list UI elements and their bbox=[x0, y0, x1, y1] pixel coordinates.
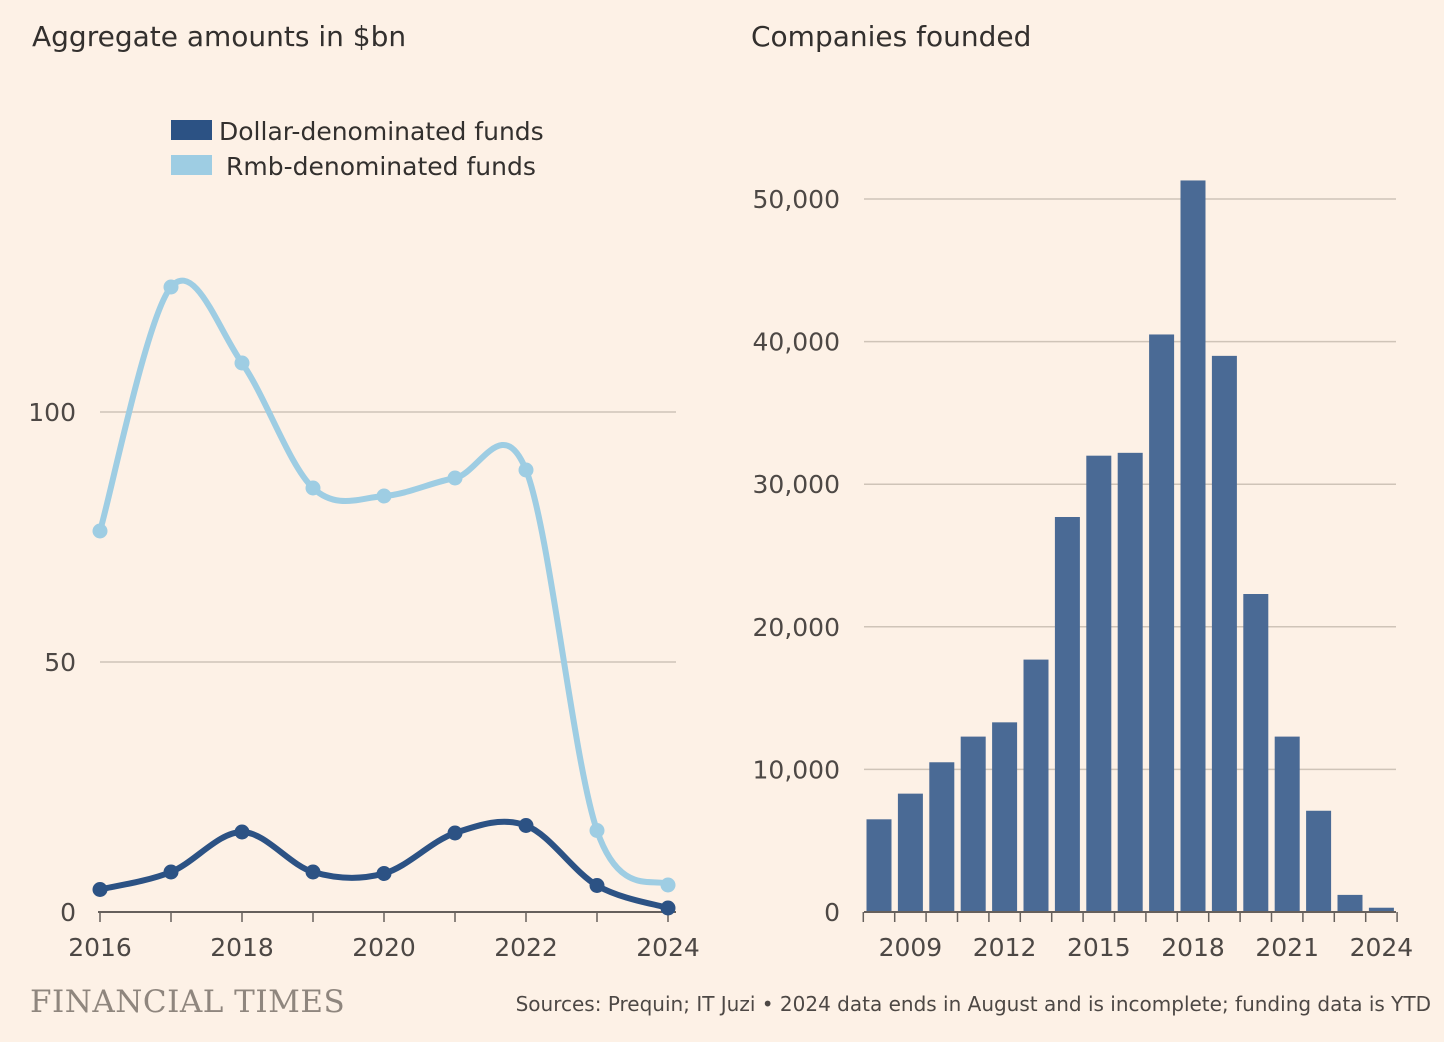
y-tick-label: 40,000 bbox=[753, 328, 840, 357]
legend-swatch bbox=[171, 120, 212, 140]
x-tick-label: 2024 bbox=[1350, 933, 1414, 962]
y-tick-label: 0 bbox=[824, 898, 840, 927]
series-line-dollar bbox=[97, 818, 671, 911]
x-tick-label: 2015 bbox=[1067, 933, 1131, 962]
data-point-dollar bbox=[589, 878, 605, 893]
data-point-dollar bbox=[447, 825, 463, 841]
data-point-rmb bbox=[589, 823, 605, 838]
y-tick-label: 100 bbox=[28, 398, 76, 427]
bar bbox=[929, 762, 955, 912]
data-point-rmb bbox=[234, 355, 250, 371]
x-tick-label: 2024 bbox=[636, 933, 700, 962]
x-tick-label: 2012 bbox=[973, 933, 1037, 962]
data-point-dollar bbox=[92, 882, 108, 897]
data-point-dollar bbox=[518, 818, 534, 833]
data-point-rmb bbox=[92, 523, 108, 539]
x-tick-label: 2020 bbox=[352, 933, 416, 962]
line-chart: 0 50 100 2016 2018 2020 2022 2024 Dollar-denomin… bbox=[28, 117, 700, 962]
bar bbox=[1211, 355, 1237, 912]
source-note: Sources: Prequin; IT Juzi • 2024 data en… bbox=[516, 992, 1431, 1016]
bar bbox=[1306, 810, 1332, 912]
legend-label: Dollar-denominated funds bbox=[219, 117, 544, 146]
bar bbox=[1149, 334, 1175, 913]
bar bbox=[1054, 516, 1080, 912]
data-point-rmb bbox=[660, 877, 676, 893]
bar bbox=[1117, 452, 1143, 912]
legend-label: Rmb-denominated funds bbox=[226, 152, 536, 181]
bar bbox=[866, 819, 892, 912]
x-tick-label: 2018 bbox=[210, 933, 274, 962]
y-tick-label: 50 bbox=[44, 648, 76, 677]
bar bbox=[1086, 455, 1112, 912]
data-point-dollar bbox=[305, 864, 321, 880]
left-chart-title: Aggregate amounts in $bn bbox=[32, 20, 406, 53]
data-point-dollar bbox=[660, 900, 676, 916]
bar bbox=[960, 736, 986, 912]
bar bbox=[1337, 894, 1363, 912]
data-point-dollar bbox=[163, 864, 179, 880]
data-point-rmb bbox=[163, 279, 179, 295]
x-tick-label: 2018 bbox=[1161, 933, 1225, 962]
y-tick-label: 10,000 bbox=[753, 755, 840, 784]
data-point-rmb bbox=[518, 462, 534, 478]
data-point-dollar bbox=[234, 824, 250, 840]
bar bbox=[1368, 907, 1394, 912]
data-point-rmb bbox=[305, 480, 321, 496]
bar bbox=[1274, 736, 1300, 912]
bar bbox=[1243, 594, 1269, 912]
y-tick-label: 0 bbox=[60, 898, 76, 927]
right-chart-title: Companies founded bbox=[751, 20, 1031, 53]
x-tick-label: 2016 bbox=[68, 933, 132, 962]
bar bbox=[992, 722, 1018, 912]
data-point-rmb bbox=[376, 488, 392, 504]
bar bbox=[897, 793, 923, 912]
bar bbox=[1023, 659, 1049, 912]
y-tick-label: 50,000 bbox=[753, 185, 840, 214]
x-tick-label: 2021 bbox=[1255, 933, 1319, 962]
data-point-rmb bbox=[447, 470, 463, 486]
x-tick-label: 2009 bbox=[879, 933, 943, 962]
bar-chart: 0 10,000 20,000 30,000 40,000 50,000 2009 2012 2… bbox=[753, 180, 1414, 962]
series-line-rmb bbox=[97, 277, 671, 888]
data-point-dollar bbox=[376, 866, 392, 881]
y-tick-label: 20,000 bbox=[753, 613, 840, 642]
legend-swatch bbox=[171, 155, 212, 175]
ft-logo: FINANCIAL TIMES bbox=[30, 984, 345, 1020]
x-tick-label: 2022 bbox=[494, 933, 558, 962]
bar bbox=[1180, 180, 1206, 912]
y-tick-label: 30,000 bbox=[753, 470, 840, 499]
